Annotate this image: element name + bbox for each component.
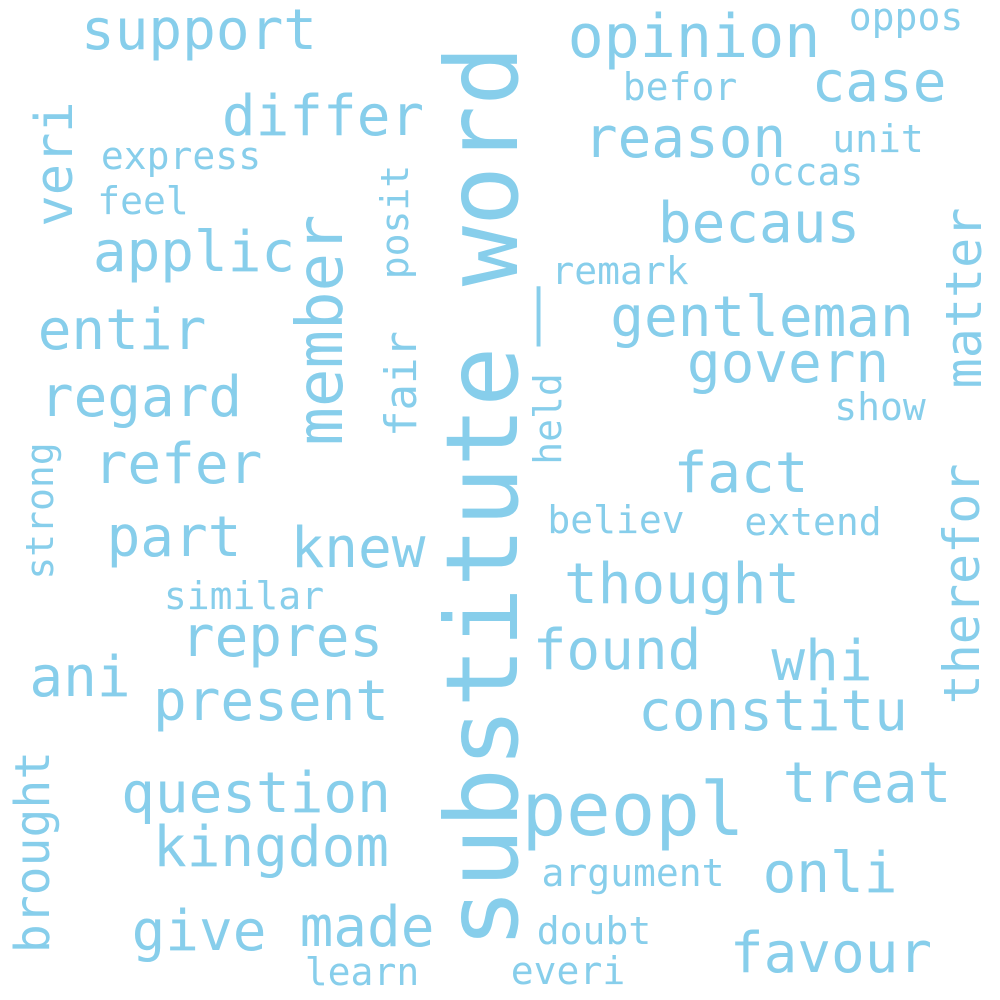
word-strong: strong (18, 442, 62, 580)
word-refer: refer (93, 432, 263, 497)
word-learn: learn (304, 950, 420, 994)
word-extend: extend (744, 500, 882, 544)
word-remark: remark (551, 249, 689, 293)
word-unit: unit (832, 117, 924, 161)
word-gentleman: gentleman (610, 285, 914, 350)
word-therefor: therefor (933, 463, 991, 705)
word-support: support (80, 0, 318, 63)
word-fair: fair (376, 331, 427, 437)
word-favour: favour (729, 921, 933, 986)
word-oppos: oppos (848, 0, 964, 39)
word-found: found (532, 618, 702, 683)
word-regard: regard (39, 365, 243, 430)
word-express: express (100, 134, 262, 178)
word-made: made (299, 895, 435, 960)
word-member: member (284, 214, 358, 446)
word-posit: posit (373, 164, 417, 280)
word-whi: whi (771, 629, 873, 694)
word-occas: occas (748, 150, 864, 194)
word-treat: treat (782, 751, 952, 816)
word-veri: veri (25, 101, 85, 227)
word-fact: fact (673, 441, 809, 506)
word-question: question (121, 761, 391, 826)
word-believ: believ (547, 498, 685, 542)
word-held: held (526, 373, 570, 465)
word-substitute-word: substitute_word (424, 45, 541, 949)
word-knew: knew (290, 516, 426, 581)
word-entir: entir (37, 298, 207, 363)
word-feel: feel (97, 179, 189, 223)
word-govern: govern (686, 331, 890, 396)
word-peopl: peopl (521, 767, 745, 853)
word-show: show (834, 385, 926, 429)
word-onli: onli (762, 841, 898, 906)
word-kingdom: kingdom (152, 815, 390, 880)
word-similar: similar (163, 574, 325, 618)
word-doubt: doubt (536, 909, 652, 953)
word-ani: ani (29, 645, 131, 710)
word-constitu: constitu (638, 679, 908, 744)
word-argument: argument (541, 851, 725, 895)
word-applic: applic (92, 220, 296, 285)
word-becaus: becaus (657, 191, 861, 256)
word-matter: matter (935, 207, 993, 389)
word-opinion: opinion (567, 2, 821, 72)
word-reason: reason (583, 106, 787, 171)
word-give: give (131, 899, 267, 964)
word-differ: differ (221, 84, 425, 149)
word-brought: brought (5, 750, 61, 954)
word-thought: thought (563, 552, 801, 617)
word-case: case (811, 50, 947, 115)
word-repres: repres (180, 605, 384, 670)
word-everi: everi (510, 949, 626, 993)
word-present: present (152, 669, 390, 734)
word-part: part (106, 505, 242, 570)
word-befor: befor (622, 65, 738, 109)
